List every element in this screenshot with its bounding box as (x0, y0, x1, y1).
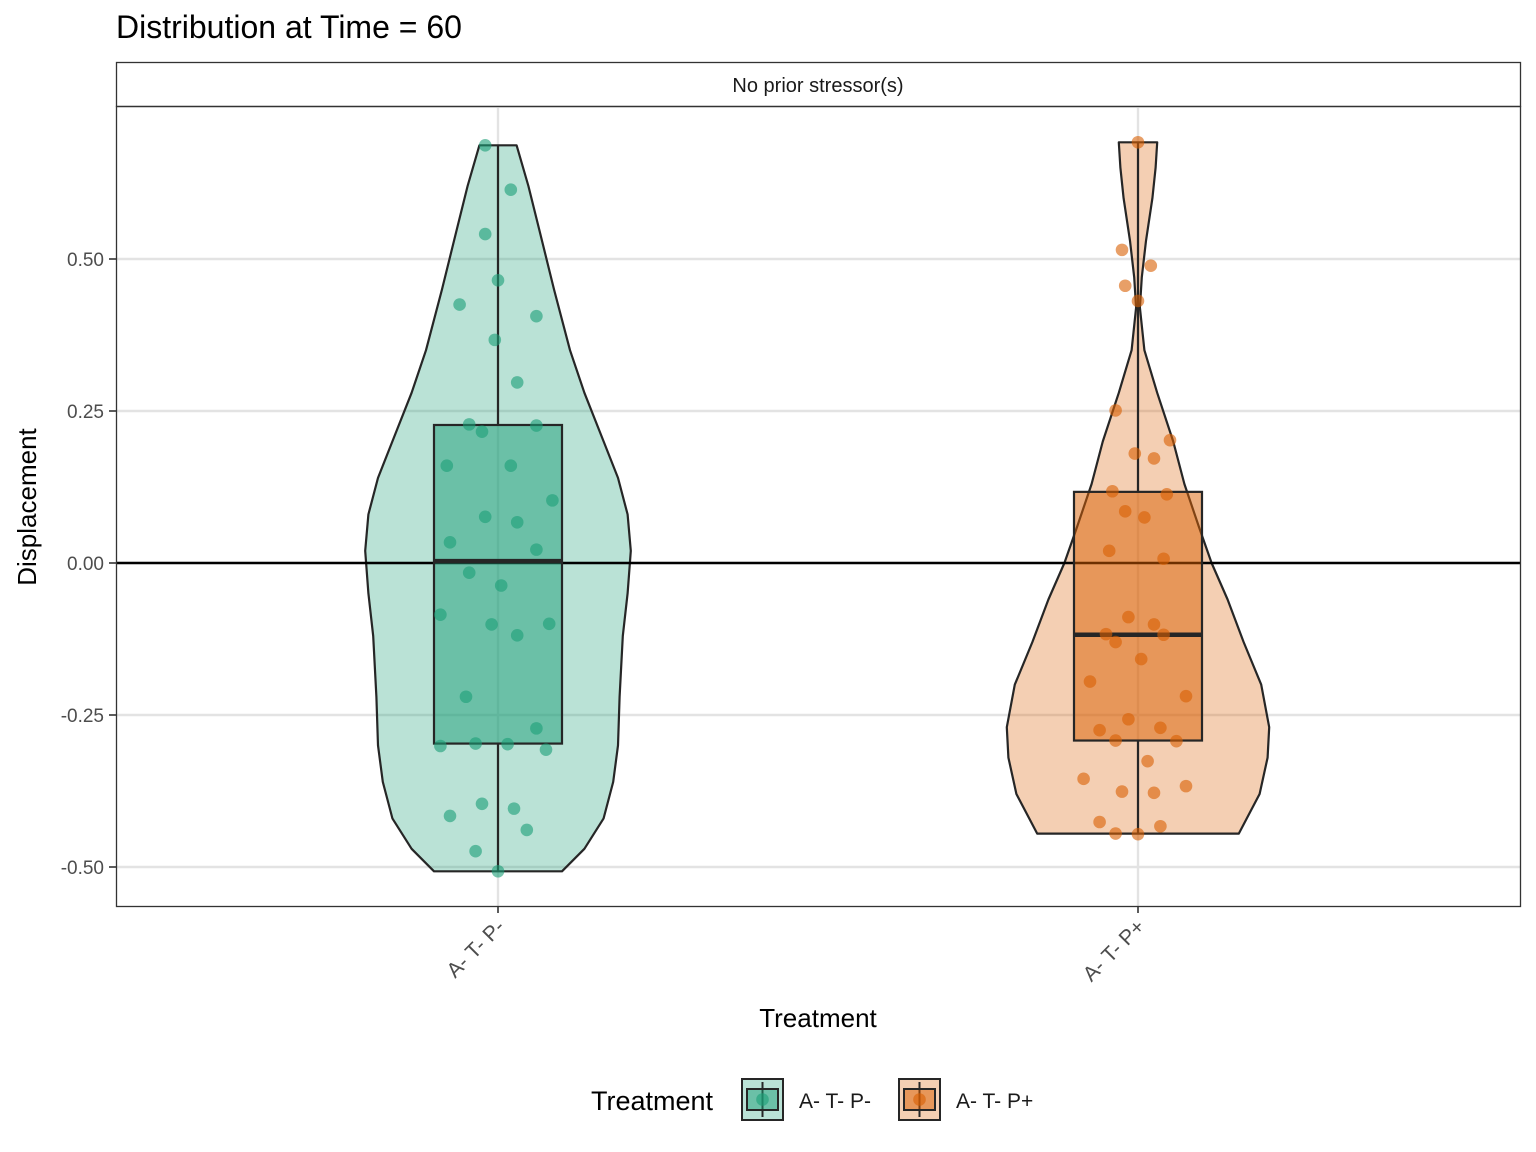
point-0-20 (434, 608, 447, 621)
point-0-34 (469, 844, 482, 858)
point-1-10 (1160, 487, 1174, 501)
point-1-29 (1077, 772, 1090, 786)
legend-key-point-0 (756, 1093, 769, 1106)
point-1-4 (1131, 294, 1145, 308)
x-axis-label: Treatment (759, 1003, 877, 1033)
x-axis: A- T- P- A- T- P+ (442, 906, 1150, 986)
point-0-32 (443, 809, 457, 823)
point-0-35 (491, 864, 505, 878)
jitter-points (434, 135, 1193, 878)
point-1-26 (1109, 734, 1122, 747)
point-0-14 (478, 510, 492, 524)
point-0-17 (530, 543, 543, 556)
point-1-9 (1106, 484, 1119, 498)
point-0-24 (459, 690, 473, 704)
point-0-15 (510, 515, 524, 529)
y-axis-label: Displacement (12, 427, 42, 585)
y-tick-label-3: -0.25 (61, 706, 104, 727)
point-1-16 (1147, 618, 1161, 631)
point-0-11 (440, 459, 454, 473)
facet-strip (115, 61, 1522, 108)
point-1-33 (1093, 815, 1106, 829)
point-1-24 (1122, 712, 1135, 726)
point-1-23 (1093, 723, 1106, 737)
point-0-12 (504, 459, 518, 473)
point-0-5 (530, 309, 543, 323)
point-1-3 (1118, 279, 1132, 293)
point-0-7 (510, 376, 524, 389)
point-1-19 (1109, 635, 1122, 649)
point-0-16 (443, 536, 457, 549)
point-0-6 (488, 333, 502, 347)
y-tick-label-1: 0.25 (67, 402, 104, 423)
y-axis: 0.50 0.25 0.00 -0.25 -0.50 (61, 250, 116, 879)
point-1-20 (1134, 652, 1148, 666)
point-0-3 (491, 273, 505, 287)
plot-panel-border (115, 105, 1522, 908)
point-0-22 (542, 617, 556, 631)
legend: Treatment A- T- P- A- T- P+ (591, 1078, 1033, 1121)
point-0-10 (475, 425, 489, 438)
y-tick-label-2: 0.00 (67, 554, 104, 575)
point-0-23 (510, 629, 524, 642)
point-1-27 (1170, 734, 1183, 748)
point-0-13 (546, 494, 559, 507)
legend-label-1: A- T- P+ (956, 1090, 1033, 1113)
point-0-19 (494, 579, 508, 592)
point-1-31 (1115, 785, 1129, 798)
point-1-7 (1128, 447, 1142, 460)
point-1-32 (1147, 786, 1161, 800)
x-tick-label-1: A- T- P+ (1079, 915, 1150, 986)
y-tick-label-4: -0.50 (61, 858, 104, 879)
point-0-26 (434, 739, 447, 753)
point-0-8 (462, 418, 476, 431)
point-0-27 (469, 737, 482, 750)
point-1-8 (1147, 452, 1161, 465)
point-1-30 (1179, 779, 1193, 793)
point-0-0 (478, 139, 492, 152)
point-1-25 (1154, 721, 1167, 735)
point-1-5 (1109, 404, 1122, 417)
legend-title: Treatment (591, 1086, 714, 1116)
point-1-15 (1122, 610, 1135, 624)
box-1 (1072, 490, 1204, 742)
x-tick-label-0: A- T- P- (442, 915, 509, 982)
grid-lines (116, 106, 1520, 906)
legend-key-point-1 (913, 1093, 926, 1106)
point-0-9 (530, 419, 543, 432)
point-1-22 (1179, 689, 1193, 703)
point-0-31 (507, 802, 521, 815)
point-0-29 (539, 743, 553, 756)
point-0-33 (520, 823, 534, 837)
point-1-13 (1102, 544, 1116, 558)
point-1-36 (1131, 827, 1145, 841)
y-tick-label-0: 0.50 (67, 250, 104, 271)
point-0-4 (453, 298, 466, 311)
point-1-6 (1163, 433, 1177, 447)
point-1-14 (1157, 552, 1170, 566)
point-0-2 (478, 227, 492, 241)
point-0-25 (530, 722, 543, 735)
point-1-21 (1083, 675, 1097, 688)
facet-label: No prior stressor(s) (732, 75, 903, 97)
point-1-28 (1141, 754, 1154, 768)
point-1-11 (1118, 505, 1132, 518)
chart-title: Distribution at Time = 60 (116, 9, 462, 45)
point-1-34 (1154, 819, 1167, 833)
legend-label-0: A- T- P- (799, 1090, 871, 1113)
point-1-0 (1131, 135, 1145, 149)
point-1-18 (1157, 628, 1170, 642)
point-1-35 (1109, 827, 1122, 840)
point-0-30 (475, 797, 489, 811)
point-1-2 (1144, 259, 1158, 272)
point-0-28 (501, 737, 514, 751)
point-1-1 (1115, 243, 1129, 257)
point-1-17 (1099, 627, 1113, 641)
point-0-21 (485, 618, 498, 631)
point-0-1 (504, 183, 518, 196)
point-1-12 (1138, 511, 1151, 524)
point-0-18 (462, 566, 476, 580)
